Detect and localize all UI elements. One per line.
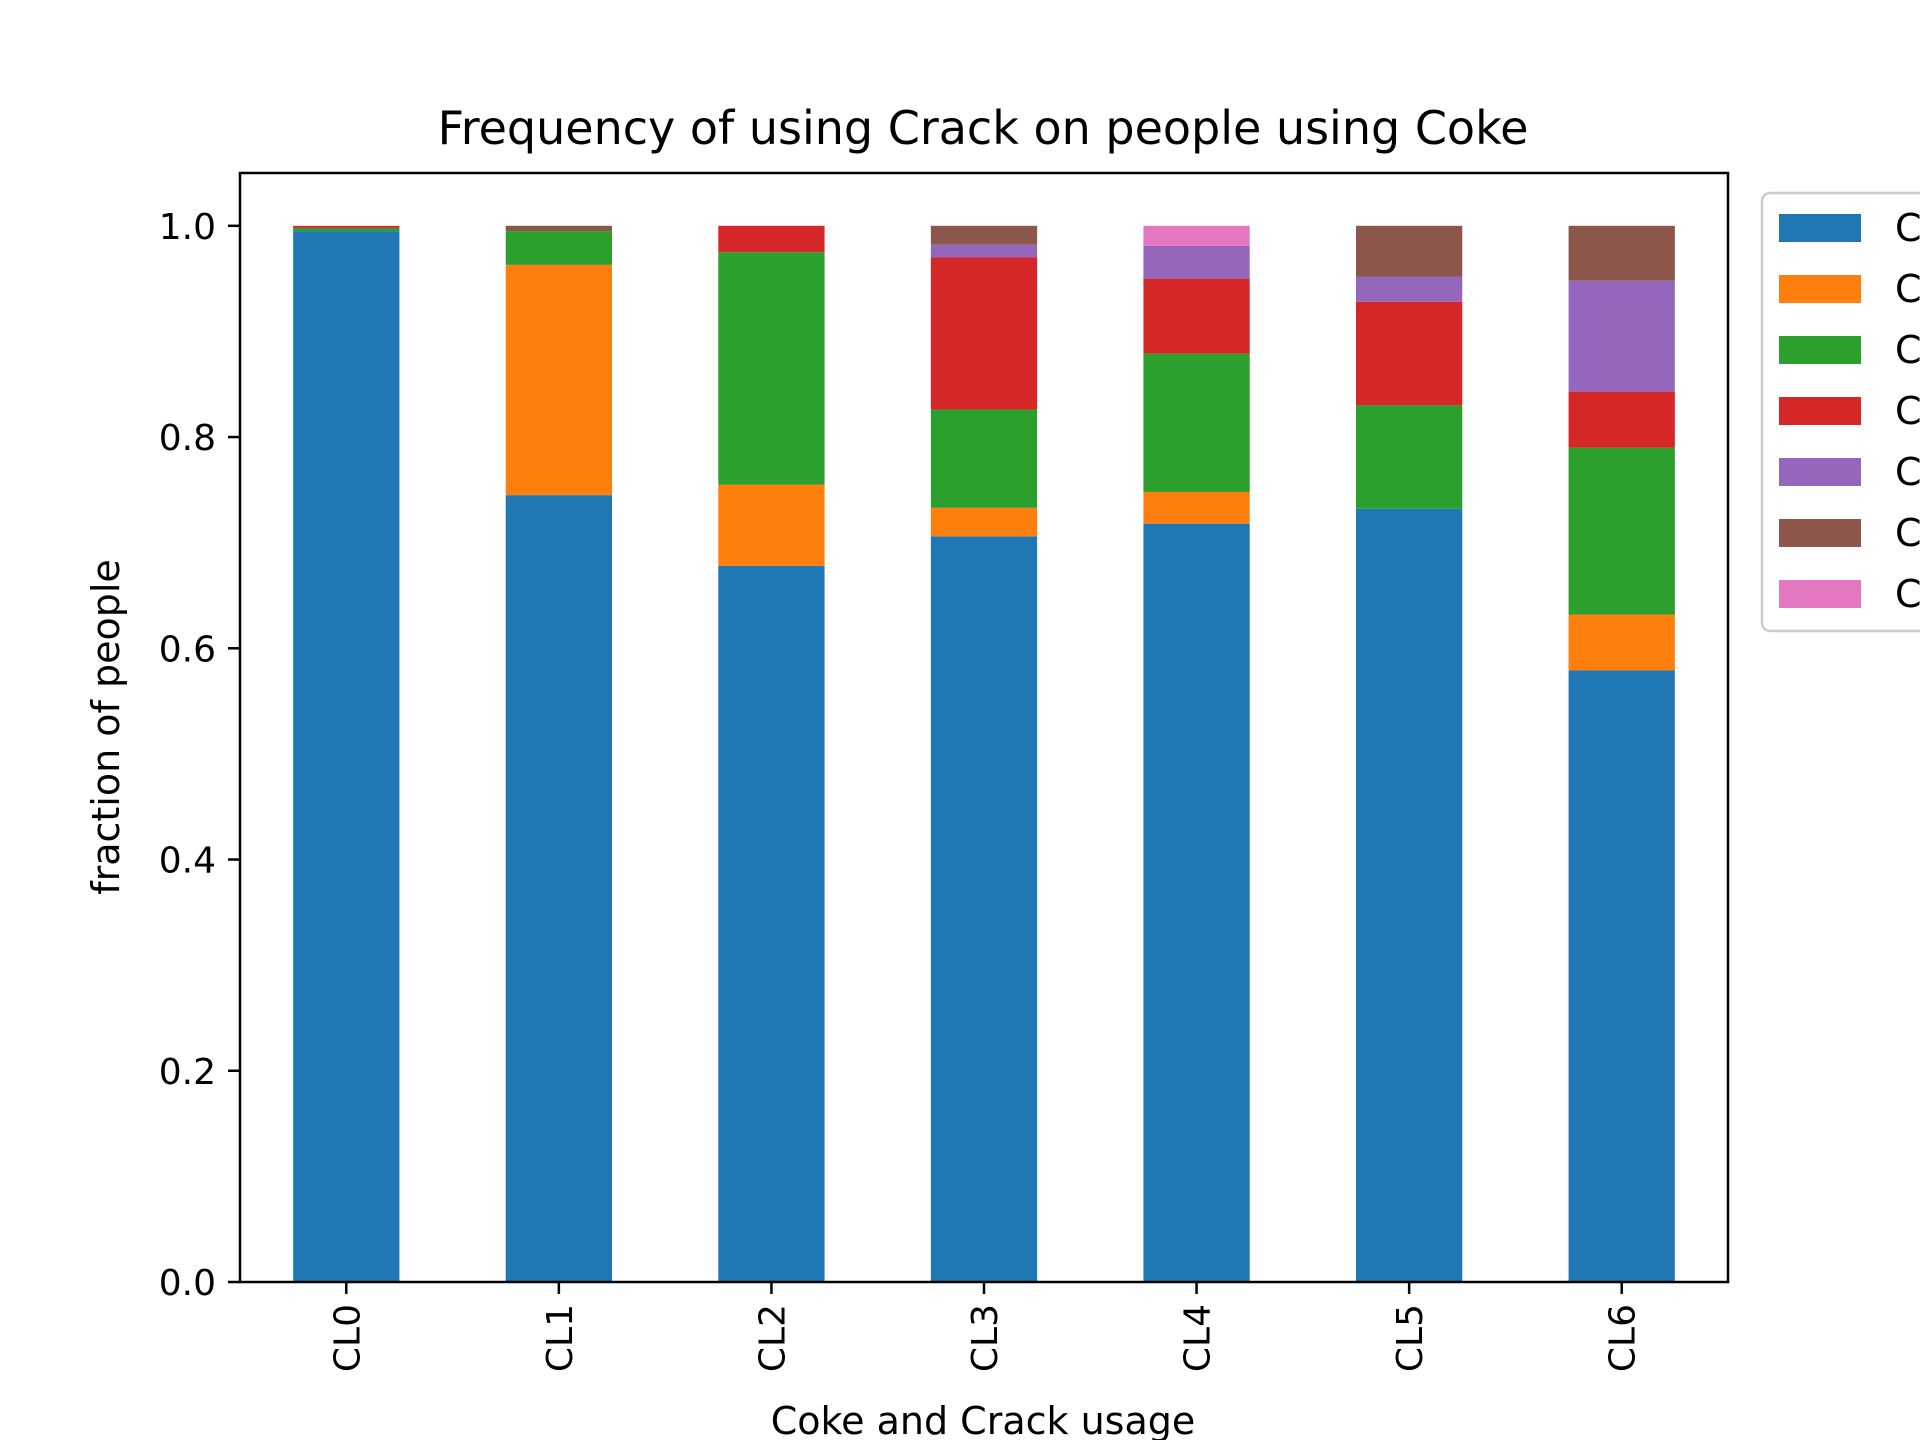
legend-swatch-6 — [1779, 519, 1861, 547]
bar-cl1-series-2 — [505, 264, 612, 496]
y-axis: 0.0 0.2 0.4 0.6 0.8 1.0 — [159, 207, 240, 1304]
y-tick-label: 0.4 — [159, 841, 216, 882]
x-tick-label-cl1: CL1 — [540, 1304, 581, 1372]
x-tick-label-cl4: CL4 — [1178, 1304, 1219, 1372]
bar-cl3-series-6 — [930, 225, 1038, 245]
chart-title: Frequency of using Crack on people using… — [438, 101, 1529, 155]
bar-cl4-series-4 — [1143, 278, 1250, 354]
legend-label-7: C — [1895, 572, 1920, 616]
bar-cl4-series-2 — [1143, 491, 1250, 524]
bar-cl6-series-5 — [1568, 280, 1675, 392]
x-axis-label: Coke and Crack usage — [771, 1399, 1196, 1440]
bar-cl3-series-1 — [930, 536, 1038, 1282]
bar-cl2-series-1 — [718, 565, 825, 1282]
y-tick-label: 0.6 — [159, 629, 216, 670]
legend-label-2: C — [1895, 267, 1920, 311]
bar-cl5-series-5 — [1356, 276, 1463, 302]
legend-swatch-2 — [1779, 275, 1861, 303]
bar-cl1-series-3 — [505, 231, 612, 265]
legend-swatch-5 — [1779, 458, 1861, 486]
x-axis: CL0 CL1 CL2 CL3 CL4 CL5 CL6 — [327, 1282, 1644, 1372]
y-tick-label: 1.0 — [159, 207, 216, 248]
legend-swatch-7 — [1779, 580, 1861, 608]
bar-cl5-series-6 — [1356, 225, 1463, 277]
bar-cl3-series-3 — [930, 409, 1038, 508]
bar-cl3-series-5 — [930, 244, 1038, 258]
bar-cl5-series-4 — [1356, 301, 1463, 406]
bar-cl4-series-5 — [1143, 245, 1250, 279]
legend-swatch-1 — [1779, 214, 1861, 242]
bar-cl2-series-3 — [718, 252, 825, 485]
legend-swatch-3 — [1779, 336, 1861, 364]
legend-label-5: C — [1895, 450, 1920, 494]
bar-cl6-series-4 — [1568, 391, 1675, 448]
bar-cl5-series-1 — [1356, 508, 1463, 1283]
y-axis-label: fraction of people — [84, 559, 128, 895]
bar-cl2-series-4 — [718, 225, 825, 253]
bar-cl0-series-1 — [293, 231, 400, 1283]
y-tick-label: 0.2 — [159, 1052, 216, 1093]
bars-group — [293, 225, 1675, 1283]
bar-cl2-series-2 — [718, 484, 825, 566]
y-tick-label: 0.8 — [159, 418, 216, 459]
bar-cl5-series-3 — [1356, 405, 1463, 509]
bar-cl3-series-4 — [930, 257, 1038, 410]
bar-cl6-series-3 — [1568, 447, 1675, 615]
plot-frame — [238, 171, 1730, 1284]
x-tick-label-cl5: CL5 — [1390, 1304, 1431, 1372]
bar-cl0-series-4 — [293, 225, 400, 228]
legend-label-4: C — [1895, 389, 1920, 433]
bar-cl4-series-1 — [1143, 523, 1250, 1282]
bar-cl4-series-3 — [1143, 353, 1250, 492]
bar-cl0-series-3 — [293, 227, 400, 232]
bar-cl3-series-2 — [930, 507, 1038, 537]
bar-cl6-series-1 — [1568, 670, 1675, 1282]
x-tick-label-cl2: CL2 — [752, 1304, 793, 1372]
x-tick-label-cl0: CL0 — [327, 1304, 368, 1372]
x-tick-label-cl6: CL6 — [1603, 1304, 1644, 1372]
legend-label-3: C — [1895, 328, 1920, 372]
x-tick-label-cl3: CL3 — [965, 1304, 1006, 1372]
bar-cl1-series-6 — [505, 225, 612, 232]
bar-cl4-series-7 — [1143, 225, 1250, 246]
y-tick-label: 0.0 — [159, 1263, 216, 1304]
legend-swatch-4 — [1779, 397, 1861, 425]
legend-label-1: C — [1895, 206, 1920, 250]
bar-cl6-series-6 — [1568, 225, 1675, 281]
legend-label-6: C — [1895, 511, 1920, 555]
bar-cl1-series-1 — [505, 495, 612, 1283]
bar-cl6-series-2 — [1568, 614, 1675, 671]
